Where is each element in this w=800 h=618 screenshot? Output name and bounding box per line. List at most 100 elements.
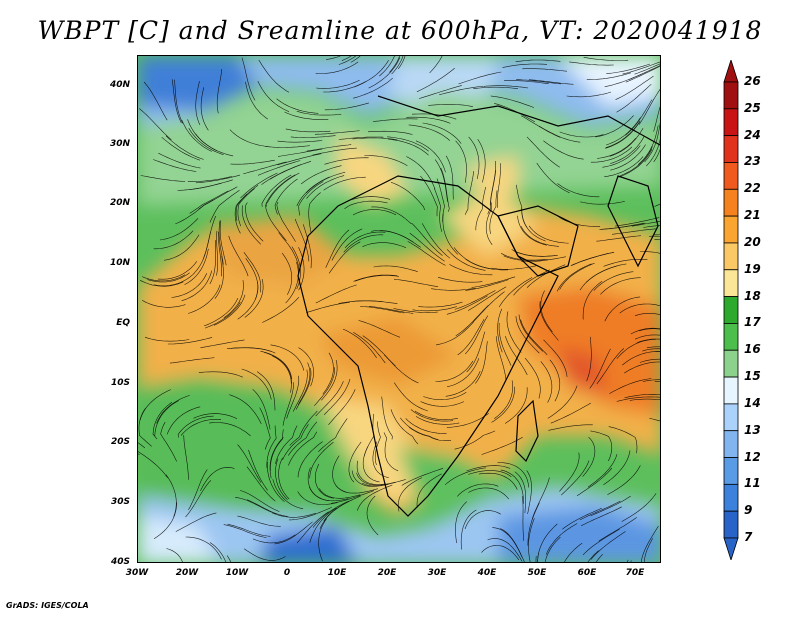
streamline — [323, 80, 367, 93]
streamline — [257, 160, 301, 176]
lon-label-20w: 20W — [175, 568, 199, 578]
streamline — [586, 72, 631, 80]
colorbar-swatch — [723, 323, 739, 351]
streamline — [297, 491, 338, 505]
streamline — [223, 524, 267, 538]
streamline — [223, 280, 244, 319]
colorbar-level-label: 7 — [744, 530, 753, 544]
streamline — [316, 79, 360, 89]
streamline — [278, 232, 300, 272]
streamline — [258, 59, 290, 93]
streamline — [407, 241, 446, 266]
streamline — [619, 303, 660, 314]
streamline — [373, 118, 418, 122]
streamline — [288, 507, 332, 521]
streamline — [167, 337, 213, 345]
streamline — [548, 424, 593, 431]
streamline — [189, 190, 229, 214]
streamline — [468, 286, 507, 311]
streamline — [475, 341, 488, 384]
streamline — [401, 468, 444, 486]
streamline — [326, 56, 341, 60]
streamline — [312, 147, 357, 156]
streamline — [639, 251, 660, 254]
streamline — [200, 467, 235, 491]
streamline — [571, 252, 615, 266]
streamline — [428, 104, 473, 107]
streamline — [422, 122, 462, 144]
streamline — [405, 418, 447, 434]
streamline — [590, 531, 626, 560]
streamline — [153, 502, 177, 540]
streamline — [164, 234, 200, 261]
streamline — [595, 553, 603, 562]
streamline — [446, 413, 489, 428]
lat-label-10n: 10N — [109, 258, 130, 268]
streamline — [219, 221, 227, 266]
streamline — [410, 409, 454, 422]
streamline — [318, 488, 361, 499]
streamline — [412, 306, 457, 312]
streamline — [625, 65, 660, 83]
streamline — [494, 380, 513, 419]
colorbar-level-label: 23 — [744, 154, 761, 169]
streamline — [445, 467, 486, 486]
streamline — [387, 136, 429, 152]
colorbar-swatch — [723, 162, 739, 190]
streamline — [181, 119, 212, 152]
streamline — [153, 272, 196, 287]
streamline — [321, 360, 338, 401]
streamline — [466, 465, 511, 472]
streamline — [527, 502, 540, 546]
streamline — [138, 451, 168, 478]
streamline — [281, 252, 292, 295]
streamline — [515, 59, 561, 62]
streamline — [360, 306, 405, 314]
lon-label-0: 0 — [283, 568, 291, 578]
streamline — [520, 226, 559, 247]
streamline — [185, 480, 212, 518]
streamline — [641, 525, 659, 562]
streamline — [642, 379, 660, 382]
streamline — [267, 172, 300, 204]
streamline — [604, 156, 644, 177]
streamline — [516, 79, 561, 85]
streamline — [261, 174, 292, 207]
coastlines — [297, 95, 660, 517]
streamline — [406, 116, 451, 124]
streamline — [423, 392, 467, 401]
streamline — [389, 56, 400, 73]
streamline — [559, 452, 580, 492]
streamline — [639, 328, 660, 332]
chart-title: WBPT [C] and Sreamline at 600hPa, VT: 20… — [37, 16, 763, 45]
streamline — [181, 270, 213, 301]
streamline — [531, 477, 550, 519]
streamline — [418, 301, 463, 308]
streamline — [230, 159, 275, 165]
streamline — [435, 360, 474, 382]
streamline — [609, 378, 652, 394]
streamline — [528, 225, 569, 244]
streamline — [309, 507, 337, 543]
streamline — [518, 314, 544, 352]
streamline — [203, 298, 239, 327]
streamline — [606, 63, 651, 74]
streamline — [466, 331, 486, 373]
streamline — [294, 218, 310, 262]
lat-label-eq: EQ — [116, 318, 130, 328]
streamline — [506, 311, 522, 353]
streamline — [605, 120, 641, 148]
streamline — [646, 138, 660, 167]
streamline — [229, 394, 262, 425]
streamline — [642, 348, 660, 352]
lat-label-30n: 30N — [109, 139, 130, 149]
streamline — [350, 56, 361, 63]
colorbar-level-label: 13 — [744, 422, 761, 437]
streamline — [420, 401, 465, 407]
streamline — [315, 463, 334, 499]
streamline — [226, 555, 232, 562]
streamline — [416, 67, 455, 93]
streamline — [602, 145, 641, 168]
streamline — [624, 393, 660, 399]
streamline — [300, 165, 342, 185]
